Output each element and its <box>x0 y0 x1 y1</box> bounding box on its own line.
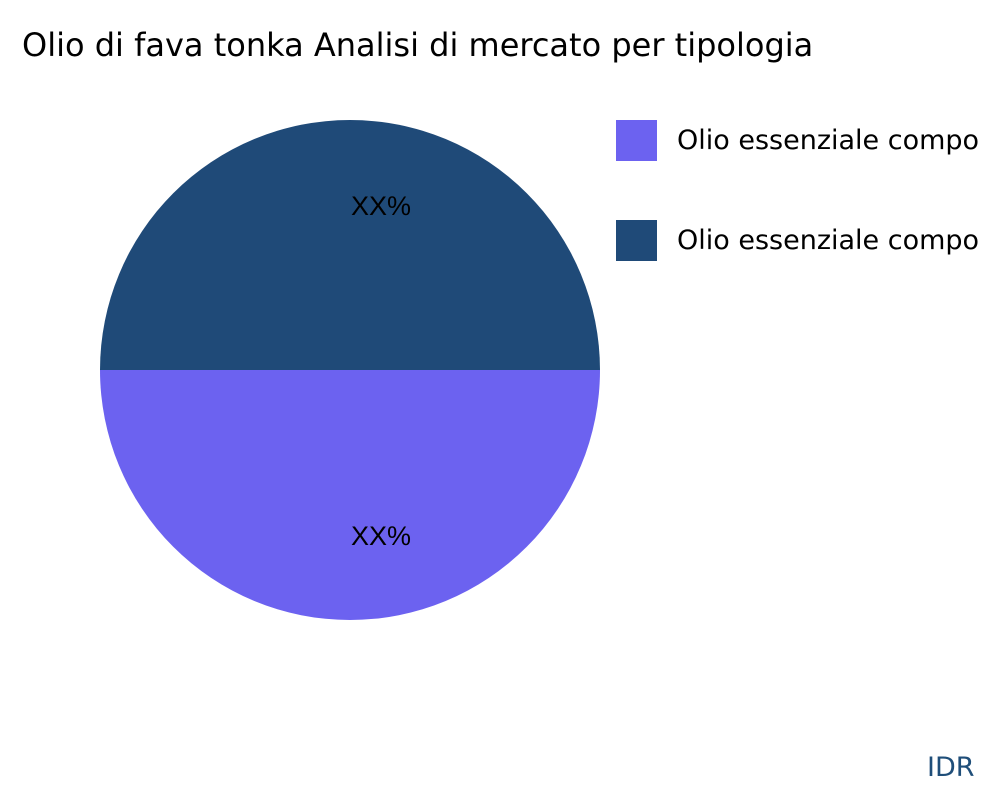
legend-item: Olio essenziale compo <box>616 119 979 161</box>
chart-title: Olio di fava tonka Analisi di mercato pe… <box>22 26 814 64</box>
pie-slice <box>100 370 600 620</box>
legend-label: Olio essenziale compo <box>677 124 980 156</box>
watermark-logo: IDR <box>927 752 975 783</box>
slice-label: XX% <box>351 521 411 551</box>
pie-slice <box>100 120 600 370</box>
legend-item: Olio essenziale compo <box>616 219 979 261</box>
legend-swatch <box>616 119 657 161</box>
slice-label: XX% <box>351 191 411 221</box>
legend-label: Olio essenziale compo <box>677 224 980 256</box>
legend-swatch <box>616 219 657 261</box>
